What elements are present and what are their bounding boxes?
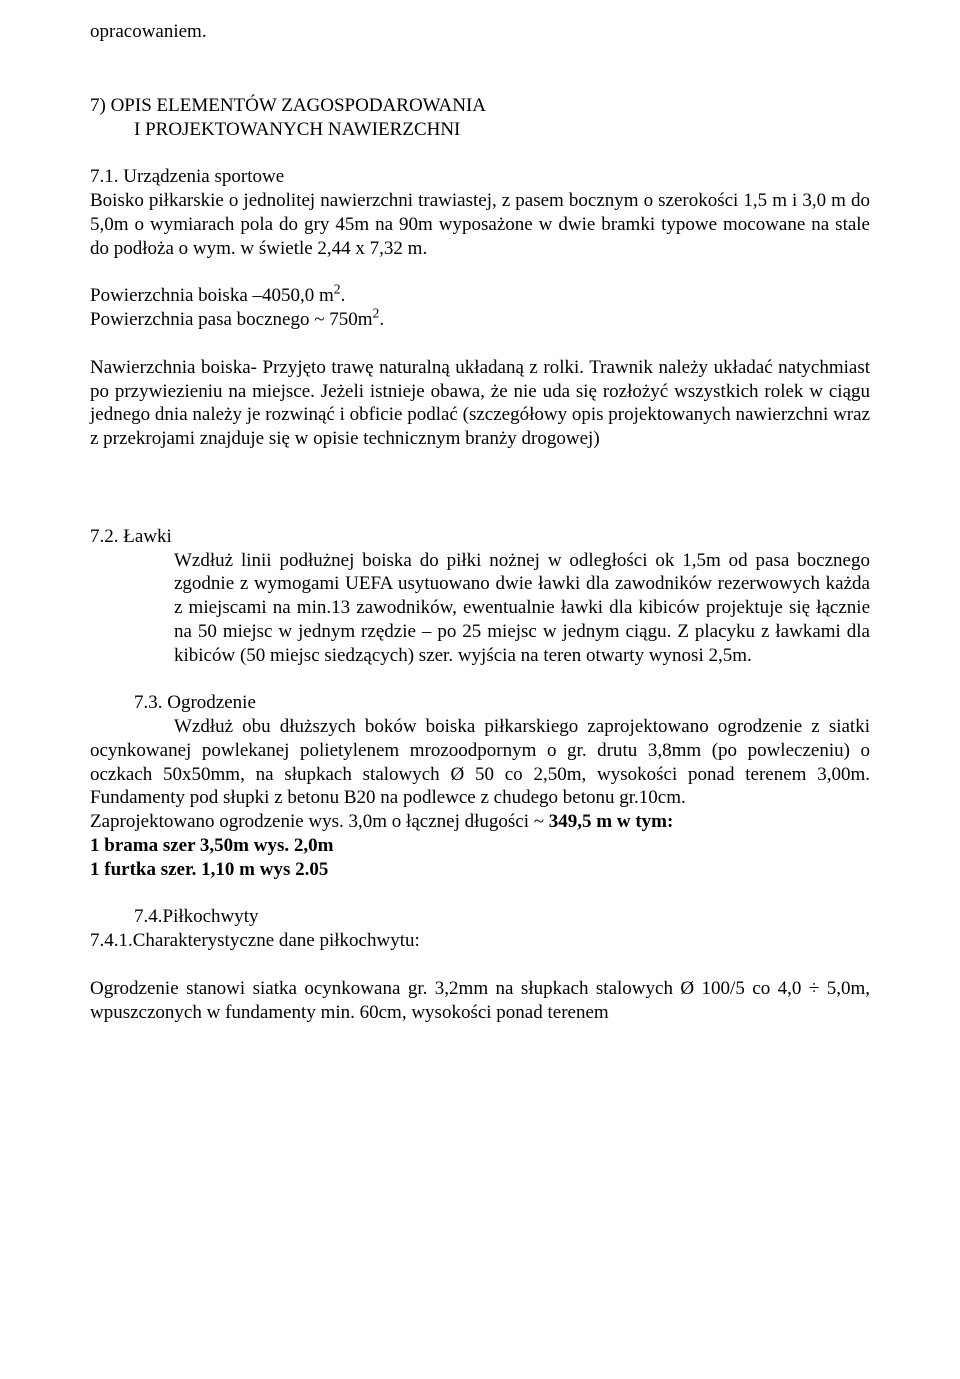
section-7-3-p1: Wzdłuż obu dłuższych boków boiska piłkar…: [90, 715, 870, 810]
section-7-3-b2: 1 furtka szer. 1,10 m wys 2.05: [90, 858, 870, 882]
spacer: [90, 501, 870, 525]
section-7-2-body: Wzdłuż linii podłużnej boiska do piłki n…: [90, 549, 870, 668]
strip-end: .: [379, 309, 384, 330]
section-7-1-p2: Nawierzchnia boiska- Przyjęto trawę natu…: [90, 356, 870, 451]
spacer: [90, 881, 870, 905]
strip-label: Powierzchnia pasa bocznego ~ 750m: [90, 309, 373, 330]
section-7-1-p1: Boisko piłkarskie o jednolitej nawierzch…: [90, 189, 870, 260]
section-7-2-title: 7.2. Ławki: [90, 525, 870, 549]
section-7-heading-l1: 7) OPIS ELEMENTÓW ZAGOSPODAROWANIA: [90, 94, 870, 118]
spacer: [90, 953, 870, 977]
section-7-heading-l2: I PROJEKTOWANYCH NAWIERZCHNI: [90, 118, 870, 142]
spacer: [90, 44, 870, 94]
spacer: [90, 667, 870, 691]
area-exponent: 2: [334, 282, 341, 297]
section-7-1-title: 7.1. Urządzenia sportowe: [90, 165, 870, 189]
section-7-3-b1: 1 brama szer 3,50m wys. 2,0m: [90, 834, 870, 858]
spacer: [90, 332, 870, 356]
document-page: opracowaniem. 7) OPIS ELEMENTÓW ZAGOSPOD…: [0, 0, 960, 1379]
section-7-3-title: 7.3. Ogrodzenie: [90, 691, 870, 715]
top-fragment: opracowaniem.: [90, 20, 870, 44]
section-7-4-1-body: Ogrodzenie stanowi siatka ocynkowana gr.…: [90, 977, 870, 1025]
spacer: [90, 260, 870, 284]
section-7-3-p2: Zaprojektowano ogrodzenie wys. 3,0m o łą…: [90, 810, 870, 834]
section-7-4-title: 7.4.Piłkochwyty: [90, 905, 870, 929]
strip-line: Powierzchnia pasa bocznego ~ 750m2.: [90, 308, 870, 332]
section-7-3-p2a: Zaprojektowano ogrodzenie wys. 3,0m o łą…: [90, 811, 549, 832]
spacer: [90, 451, 870, 501]
area-line: Powierzchnia boiska –4050,0 m2.: [90, 284, 870, 308]
spacer: [90, 141, 870, 165]
area-end: .: [341, 285, 346, 306]
section-7-4-1-title: 7.4.1.Charakterystyczne dane piłkochwytu…: [90, 929, 870, 953]
section-7-3-p2b: 349,5 m w tym:: [549, 811, 674, 832]
area-label: Powierzchnia boiska –4050,0 m: [90, 285, 334, 306]
